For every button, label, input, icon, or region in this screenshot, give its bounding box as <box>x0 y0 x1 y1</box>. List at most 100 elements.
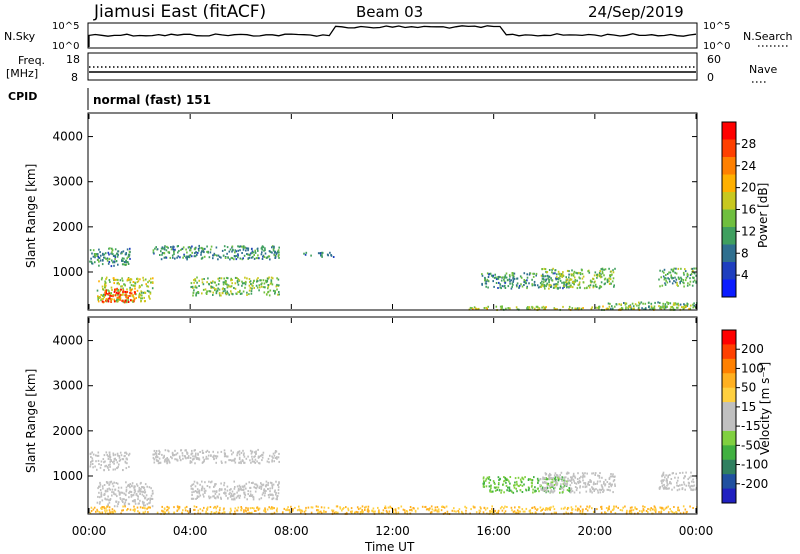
freq-tick-top: 18 <box>66 53 80 66</box>
power-colorbar-label: Power [dB] <box>756 183 770 248</box>
ytick-label: 1000 <box>52 469 83 483</box>
power-echo-region <box>303 251 335 258</box>
nsky-line <box>88 25 697 47</box>
nave-tick-bottom: 0 <box>707 71 714 84</box>
colorbar-swatch <box>722 209 736 228</box>
colorbar-tick-label: 12 <box>741 224 756 238</box>
power-echo-region <box>89 247 131 268</box>
colorbar-swatch <box>722 445 736 461</box>
xtick-label: 00:00 <box>679 524 714 538</box>
ytick-label: 1000 <box>52 265 83 279</box>
velocity-ylabel: Slant Range [km] <box>24 369 38 473</box>
xtick-label: 08:00 <box>274 524 309 538</box>
beam-label: Beam 03 <box>356 3 423 21</box>
colorbar-swatch <box>722 244 736 263</box>
time-xlabel: Time UT <box>364 540 415 554</box>
colorbar-tick-label: 24 <box>741 159 756 173</box>
colorbar-swatch <box>722 279 736 298</box>
colorbar-tick-label: 16 <box>741 203 756 217</box>
colorbar-frame <box>721 329 737 504</box>
power-ylabel: Slant Range [km] <box>24 164 38 268</box>
colorbar-tick-label: 28 <box>741 137 756 151</box>
nsky-label: N.Sky <box>4 30 36 43</box>
nsky-tick-bottom: 10^0 <box>52 41 79 52</box>
nave-label: Nave <box>749 63 777 76</box>
colorbar-swatch <box>722 474 736 490</box>
velocity-yticks: 1000 2000 3000 4000 <box>52 334 697 483</box>
nsearch-tick-top: 10^5 <box>703 21 730 32</box>
power-echo-region <box>481 272 571 290</box>
colorbar-tick-label: 200 <box>741 342 764 356</box>
velocity-colorbar-label: Velocity [m s⁻¹] <box>758 362 772 455</box>
nsearch-tick-bottom: 10^0 <box>703 41 730 52</box>
colorbar-swatch <box>722 373 736 389</box>
power-echo-region <box>96 276 154 304</box>
power-echo-region <box>101 287 136 304</box>
velocity-echo-region <box>190 480 280 501</box>
colorbar-tick-label: 15 <box>741 400 756 414</box>
power-panel <box>87 112 698 311</box>
velocity-echo-layer <box>89 448 698 515</box>
ytick-label: 2000 <box>52 220 83 234</box>
nsearch-label: N.Search <box>743 30 793 43</box>
colorbar-swatch <box>722 262 736 280</box>
xtick-label: 04:00 <box>173 524 208 538</box>
velocity-panel <box>87 316 698 515</box>
ytick-label: 4000 <box>52 130 83 144</box>
colorbar-swatch <box>722 488 736 504</box>
plot-title: Jiamusi East (fitACF) <box>93 2 266 22</box>
colorbar-swatch <box>722 459 736 475</box>
colorbar-tick-label: -200 <box>741 477 768 491</box>
velocity-echo-region <box>96 480 154 508</box>
colorbar-tick-label: 8 <box>741 246 749 260</box>
colorbar-swatch <box>722 387 736 403</box>
colorbar-swatch <box>722 139 736 158</box>
nave-tick-top: 60 <box>707 53 721 66</box>
xtick-label: 16:00 <box>476 524 511 538</box>
colorbar-swatch <box>722 402 736 417</box>
colorbar-tick-label: 4 <box>741 268 749 282</box>
freq-unit: [MHz] <box>6 67 38 80</box>
velocity-colorbar: 200 100 50 15 -15 -50 -100 -200 <box>721 329 768 504</box>
velocity-echo-region <box>539 471 616 494</box>
colorbar-swatch <box>722 122 736 140</box>
time-xticks: 00:00 04:00 08:00 12:00 16:00 20:00 00:00 <box>72 114 714 538</box>
colorbar-tick-label: -15 <box>741 419 761 433</box>
ytick-label: 4000 <box>52 334 83 348</box>
colorbar-tick-label: -100 <box>741 458 768 472</box>
date-label: 24/Sep/2019 <box>588 3 684 21</box>
nsky-panel <box>87 22 698 49</box>
colorbar-swatch <box>722 192 736 210</box>
power-echo-layer <box>89 244 698 311</box>
velocity-echo-region <box>89 451 131 472</box>
power-echo-region <box>658 267 697 288</box>
power-echo-region <box>539 267 616 290</box>
velocity-echo-region <box>152 448 280 465</box>
nsky-tick-top: 10^5 <box>52 21 79 32</box>
freq-panel <box>87 52 698 81</box>
colorbar-tick-label: -50 <box>741 438 761 452</box>
colorbar-swatch <box>722 174 736 193</box>
colorbar-swatch <box>722 358 736 374</box>
colorbar-swatch <box>722 330 736 345</box>
colorbar-swatch <box>722 344 736 360</box>
velocity-echo-region <box>658 471 698 492</box>
colorbar-swatch <box>722 157 736 175</box>
ytick-label: 3000 <box>52 175 83 189</box>
cpid-text: normal (fast) 151 <box>93 93 211 107</box>
colorbar-tick-label: 50 <box>741 381 756 395</box>
cpid-label: CPID <box>8 90 37 103</box>
colorbar-swatch <box>722 227 736 245</box>
colorbar-tick-label: 20 <box>741 181 756 195</box>
ytick-label: 3000 <box>52 379 83 393</box>
freq-tick-bottom: 8 <box>71 71 78 84</box>
power-echo-region <box>190 276 280 297</box>
power-yticks: 1000 2000 3000 4000 <box>52 130 697 279</box>
xtick-label: 00:00 <box>72 524 107 538</box>
xtick-label: 20:00 <box>578 524 613 538</box>
colorbar-swatch <box>722 416 736 432</box>
colorbar-swatch <box>722 430 736 446</box>
ytick-label: 2000 <box>52 424 83 438</box>
colorbar-tick-label: 100 <box>741 361 764 375</box>
